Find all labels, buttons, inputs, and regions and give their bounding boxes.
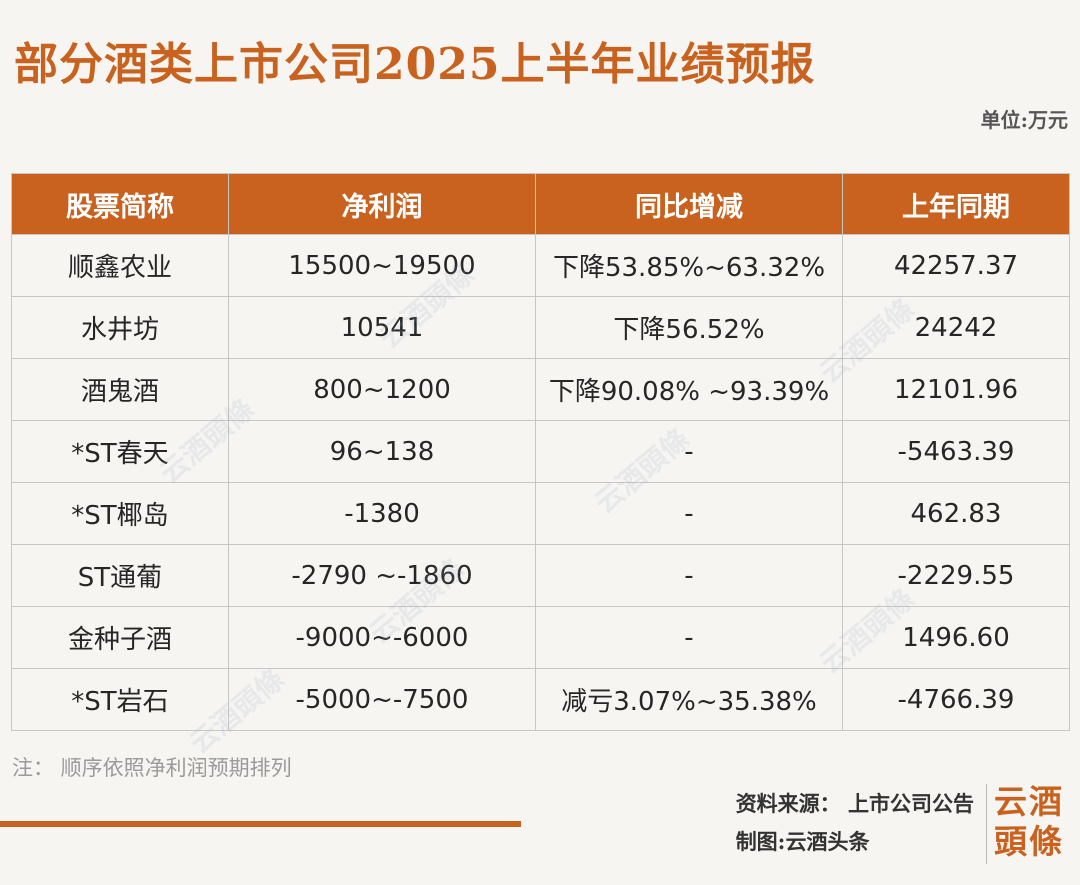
yoy-change-cell: 下降56.52% [535,296,843,359]
yoy-change-cell: - [535,606,843,669]
accent-divider [0,821,521,827]
net-profit-cell: 15500~19500 [228,234,536,297]
yoy-change-cell: 减亏3.07%~35.38% [535,668,843,731]
table-row: ST通葡 -2790 ~-1860- -2229.55 [11,544,1070,607]
logo-divider [986,784,987,864]
yoy-change-cell: - [535,544,843,607]
yoy-change-cell: - [535,482,843,545]
net-profit-cell: -5000~-7500 [228,668,536,731]
net-profit-cell: -1380 [228,482,536,545]
column-header: 股票简称 [11,173,229,235]
stock-name-cell: *ST椰岛 [11,482,229,545]
unit-label: 单位:万元 [980,108,1068,132]
prior-year-cell: 462.83 [842,482,1070,545]
stock-name-cell: ST通葡 [11,544,229,607]
table-row: *ST春天 96~138- -5463.39 [11,420,1070,483]
stock-name-cell: 金种子酒 [11,606,229,669]
logo-line: 頭條 [994,822,1064,861]
prior-year-cell: -4766.39 [842,668,1070,731]
footnote: 注： 顺序依照净利润预期排列 [12,756,292,780]
table-row: 顺鑫农业 15500~19500 下降53.85%~63.32% 42257.37 [11,234,1070,297]
prior-year-cell: 42257.37 [842,234,1070,297]
table-row: *ST椰岛 -1380-462.83 [11,482,1070,545]
net-profit-cell: 96~138 [228,420,536,483]
column-header: 上年同期 [842,173,1070,235]
net-profit-cell: 10541 [228,296,536,359]
stock-name-cell: *ST春天 [11,420,229,483]
prior-year-cell: 12101.96 [842,358,1070,421]
page-title: 部分酒类上市公司2025上半年业绩预报 [14,39,816,90]
source-line: 资料来源： 上市公司公告 [735,791,974,816]
stock-name-cell: 顺鑫农业 [11,234,229,297]
yoy-change-cell: - [535,420,843,483]
yoy-change-cell: 下降53.85%~63.32% [535,234,843,297]
prior-year-cell: 24242 [842,296,1070,359]
table-row: 酒鬼酒 800~1200 下降90.08% ~93.39% 12101.96 [11,358,1070,421]
column-header: 净利润 [228,173,536,235]
table-row: *ST岩石 -5000~-7500 减亏3.07%~35.38% -4766.39 [11,668,1070,731]
prior-year-cell: -2229.55 [842,544,1070,607]
yoy-change-cell: 下降90.08% ~93.39% [535,358,843,421]
table-header-row: 股票简称 净利润 同比增减 上年同期 [11,173,1070,235]
table-row: 金种子酒 -9000~-6000-1496.60 [11,606,1070,669]
stock-name-cell: 酒鬼酒 [11,358,229,421]
table-row: 水井坊 10541 下降56.52% 24242 [11,296,1070,359]
chart-credit-line: 制图:云酒头条 [735,829,870,854]
source-credits: 资料来源： 上市公司公告 制图:云酒头条 [736,785,974,861]
prior-year-cell: 1496.60 [842,606,1070,669]
net-profit-cell: -9000~-6000 [228,606,536,669]
stock-name-cell: *ST岩石 [11,668,229,731]
earnings-table: 股票简称 净利润 同比增减 上年同期 顺鑫农业 15500~19500 下降53.8… [11,173,1070,731]
column-header: 同比增减 [535,173,843,235]
brand-logo: 云酒 頭條 [994,782,1074,862]
logo-line: 云酒 [994,782,1064,821]
net-profit-cell: 800~1200 [228,358,536,421]
net-profit-cell: -2790 ~-1860 [228,544,536,607]
prior-year-cell: -5463.39 [842,420,1070,483]
stock-name-cell: 水井坊 [11,296,229,359]
